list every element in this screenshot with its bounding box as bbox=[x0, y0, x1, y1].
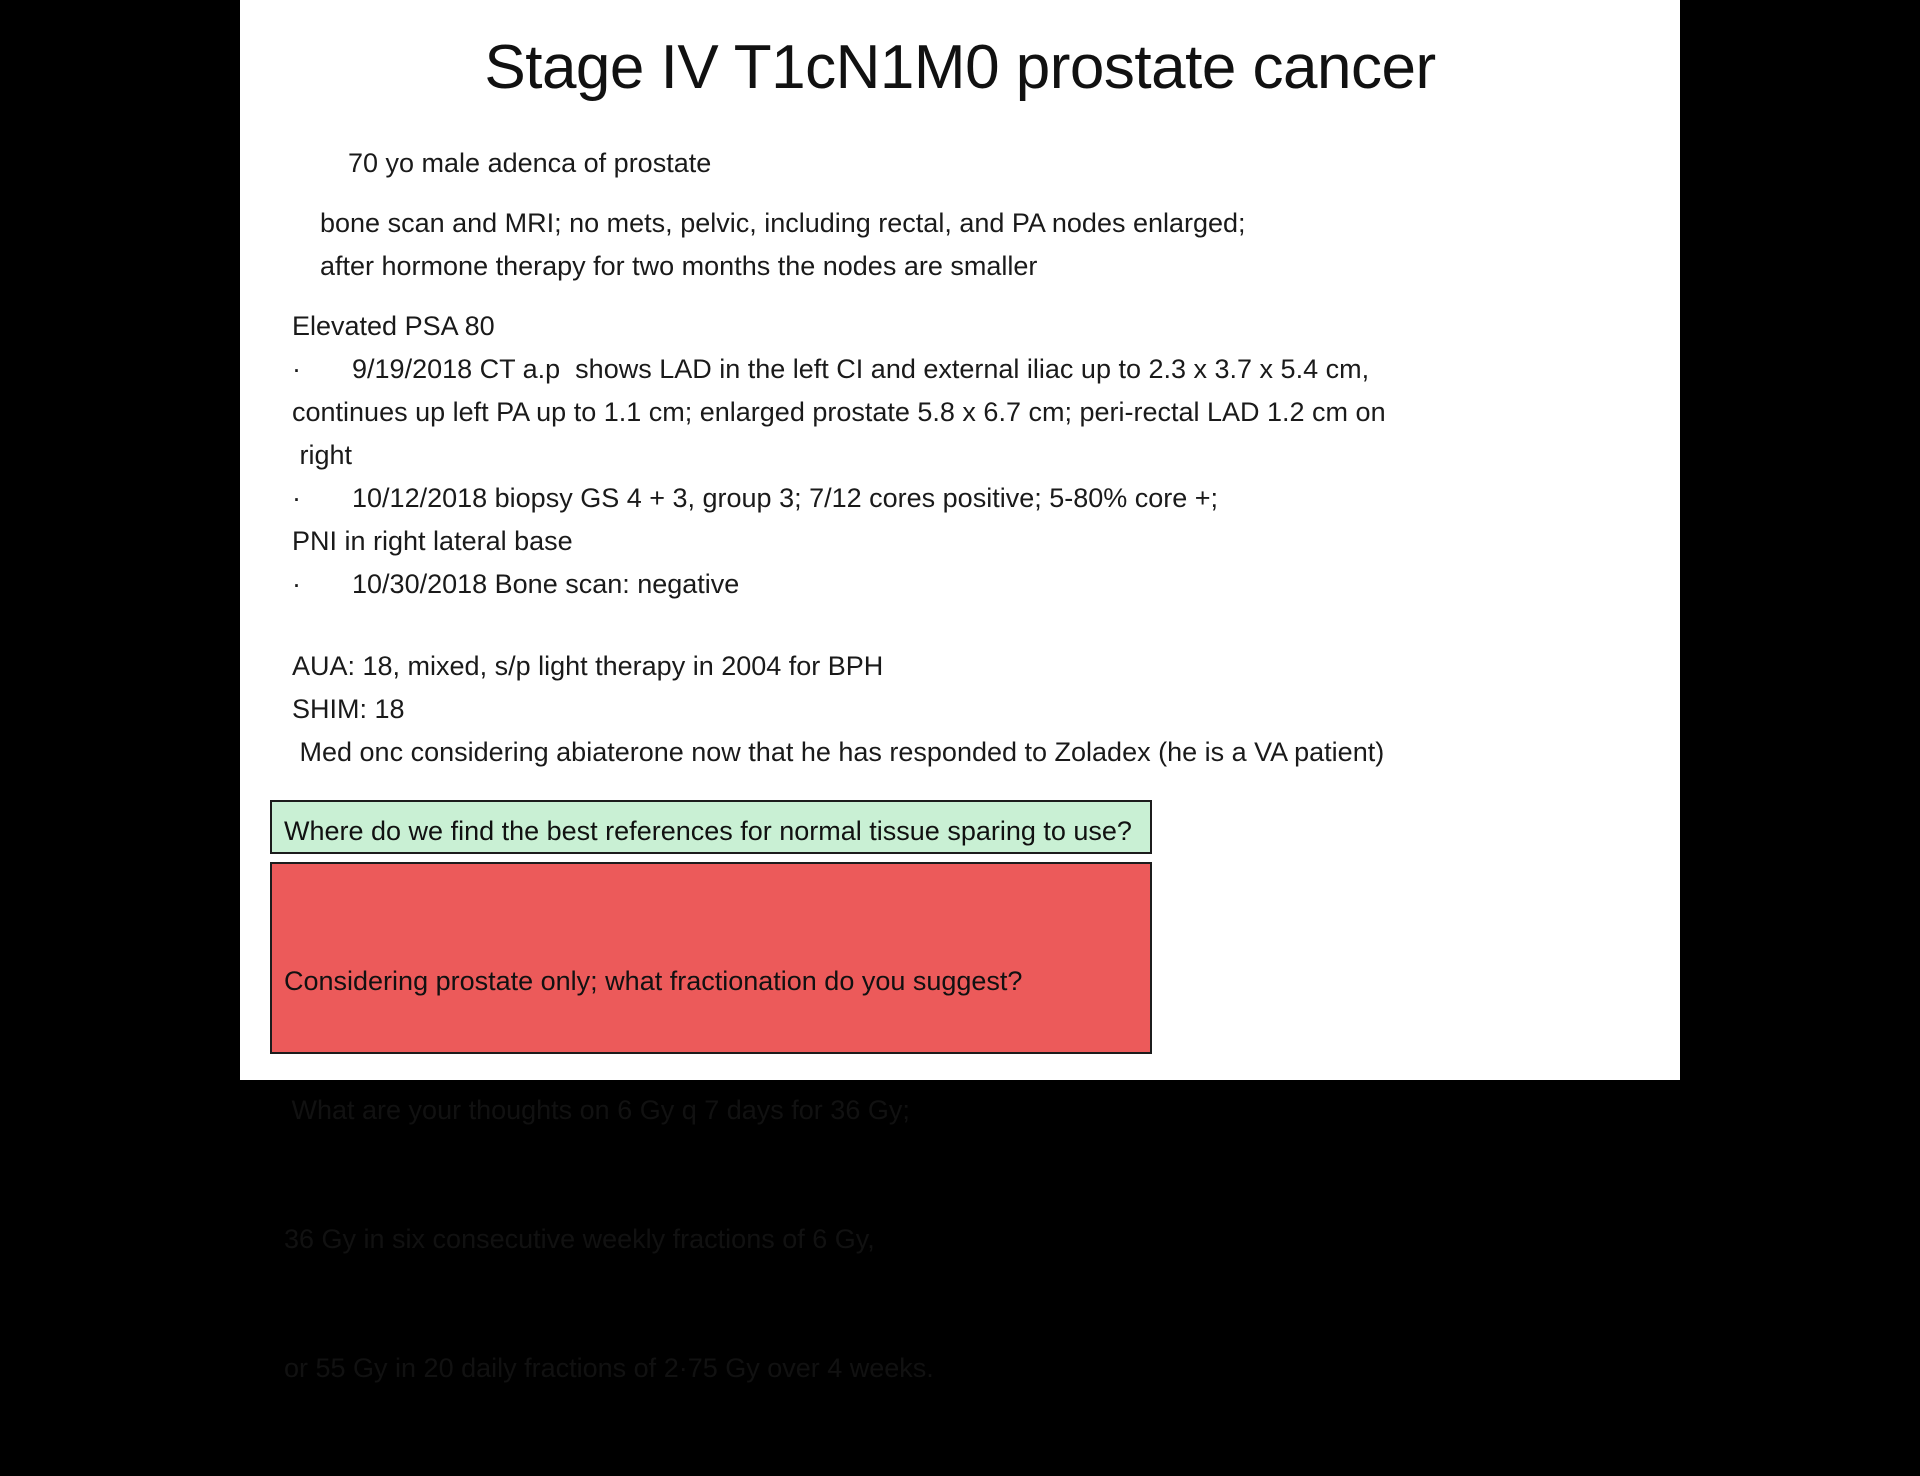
screen: Stage IV T1cN1M0 prostate cancer 70 yo m… bbox=[240, 0, 1680, 1383]
red-box-line-1: Considering prostate only; what fraction… bbox=[284, 966, 1023, 996]
clinical-history-block: Elevated PSA 80 · 9/19/2018 CT a.p shows… bbox=[292, 311, 1386, 599]
red-box-line-4: or 55 Gy in 20 daily fractions of 2·75 G… bbox=[284, 1353, 934, 1383]
page-title: Stage IV T1cN1M0 prostate cancer bbox=[484, 33, 1436, 102]
slide-content: Stage IV T1cN1M0 prostate cancer 70 yo m… bbox=[240, 0, 1680, 1383]
red-box-line-2: What are your thoughts on 6 Gy q 7 days … bbox=[284, 1095, 910, 1125]
assessment-block: AUA: 18, mixed, s/p light therapy in 200… bbox=[292, 651, 1385, 767]
patient-age-line: 70 yo male adenca of prostate bbox=[348, 148, 712, 178]
highlight-box-green: Where do we find the best references for… bbox=[270, 800, 1152, 854]
imaging-summary-block: bone scan and MRI; no mets, pelvic, incl… bbox=[320, 208, 1246, 281]
red-box-line-3: 36 Gy in six consecutive weekly fraction… bbox=[284, 1224, 875, 1254]
highlight-box-red: Considering prostate only; what fraction… bbox=[270, 862, 1152, 1383]
slide-canvas: Stage IV T1cN1M0 prostate cancer 70 yo m… bbox=[240, 0, 1680, 1383]
